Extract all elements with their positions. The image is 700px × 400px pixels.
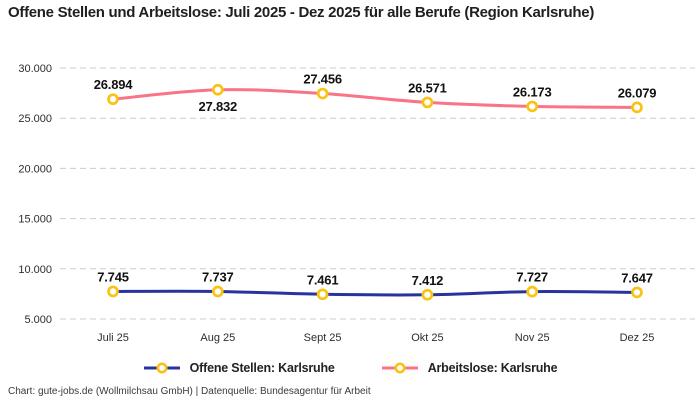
y-axis-tick-label: 10.000 xyxy=(18,264,52,276)
data-point-label: 7.412 xyxy=(412,273,444,288)
series-line-offene-stellen-karlsruhe xyxy=(111,289,639,297)
x-axis-tick-label: Sept 25 xyxy=(304,332,342,344)
legend-line-marker-icon xyxy=(143,362,180,374)
data-point-label: 7.737 xyxy=(202,270,234,285)
data-point-marker-arbeitslose-karlsruhe[interactable] xyxy=(421,96,434,109)
data-point-marker-arbeitslose-karlsruhe[interactable] xyxy=(631,101,643,114)
data-point-marker-arbeitslose-karlsruhe[interactable] xyxy=(211,83,224,96)
data-point-marker-arbeitslose-karlsruhe[interactable] xyxy=(526,100,539,113)
y-axis-tick-label: 20.000 xyxy=(18,163,52,175)
data-point-marker-offene-stellen-karlsruhe[interactable] xyxy=(107,285,119,298)
data-point-marker-arbeitslose-karlsruhe[interactable] xyxy=(107,93,119,106)
legend-item-arbeitslose[interactable]: Arbeitslose: Karlsruhe xyxy=(381,361,558,375)
data-point-marker-offene-stellen-karlsruhe[interactable] xyxy=(421,288,434,301)
data-point-label: 7.745 xyxy=(97,269,129,284)
x-axis-tick-label: Okt 25 xyxy=(411,332,443,344)
data-point-marker-offene-stellen-karlsruhe[interactable] xyxy=(526,285,539,298)
chart-title: Offene Stellen und Arbeitslose: Juli 202… xyxy=(8,4,595,21)
y-axis-tick-label: 5.000 xyxy=(24,314,52,326)
data-point-label: 7.461 xyxy=(307,272,339,287)
data-point-label: 26.173 xyxy=(513,84,552,99)
chart-legend: Offene Stellen: Karlsruhe Arbeitslose: K… xyxy=(0,361,700,375)
y-axis-tick-label: 30.000 xyxy=(18,63,52,75)
y-axis-tick-label: 25.000 xyxy=(18,113,52,125)
series-line-arbeitslose-karlsruhe xyxy=(111,88,639,109)
legend-item-label: Arbeitslose: Karlsruhe xyxy=(427,361,558,375)
x-axis-tick-label: Juli 25 xyxy=(97,332,129,344)
data-point-label: 27.456 xyxy=(303,72,342,87)
data-point-marker-offene-stellen-karlsruhe[interactable] xyxy=(631,286,643,299)
y-axis-tick-label: 15.000 xyxy=(18,214,52,226)
data-point-marker-offene-stellen-karlsruhe[interactable] xyxy=(211,285,224,298)
data-point-label: 26.894 xyxy=(94,77,134,92)
chart-attribution: Chart: gute-jobs.de (Wollmilchsau GmbH) … xyxy=(8,386,371,397)
legend-line-marker-icon xyxy=(381,362,418,374)
data-point-label: 27.832 xyxy=(199,99,238,114)
data-point-marker-offene-stellen-karlsruhe[interactable] xyxy=(316,288,329,301)
x-axis-tick-label: Nov 25 xyxy=(515,332,550,344)
data-point-label: 26.571 xyxy=(408,80,447,95)
x-axis-tick-label: Aug 25 xyxy=(200,332,235,344)
data-point-marker-arbeitslose-karlsruhe[interactable] xyxy=(316,87,329,100)
data-point-label: 7.647 xyxy=(621,270,653,285)
legend-item-label: Offene Stellen: Karlsruhe xyxy=(189,361,335,375)
legend-item-offene-stellen[interactable]: Offene Stellen: Karlsruhe xyxy=(143,361,335,375)
data-point-label: 7.727 xyxy=(516,270,548,285)
x-axis-tick-label: Dez 25 xyxy=(620,332,655,344)
data-point-label: 26.079 xyxy=(618,85,657,100)
